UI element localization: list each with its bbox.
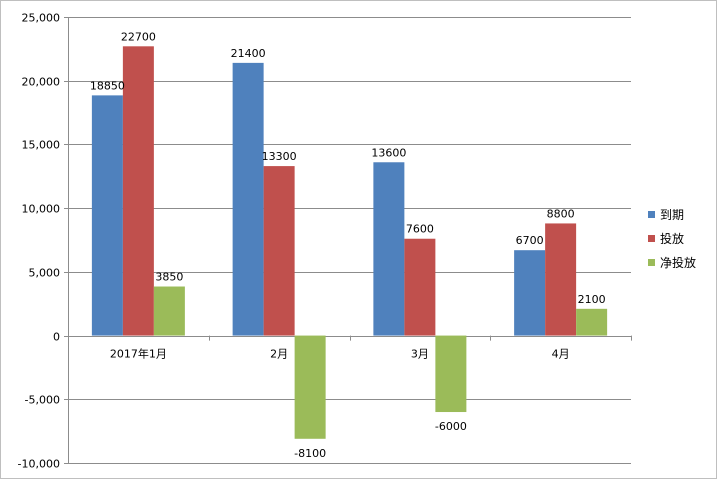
legend-label: 到期 — [660, 208, 684, 222]
legend-swatch-1 — [648, 211, 655, 218]
data-label: 21400 — [231, 47, 266, 60]
y-tick-label: 25,000 — [22, 12, 61, 25]
y-tick-label: 15,000 — [22, 139, 61, 152]
data-labels: 18850 21400 13600 6700 22700 13300 7600 8800 385… — [90, 30, 606, 459]
data-label: 6700 — [516, 234, 544, 247]
bar-3-1 — [153, 286, 185, 336]
legend-label: 投放 — [660, 231, 684, 246]
data-label: -8100 — [294, 447, 326, 460]
data-label: 7600 — [406, 223, 434, 236]
x-category-label: 3月 — [411, 348, 429, 361]
y-tick-label: 20,000 — [22, 76, 61, 89]
x-category-label: 2月 — [270, 348, 288, 361]
bar-1-1 — [91, 95, 123, 336]
data-label: 8800 — [547, 207, 575, 220]
bar-2-1 — [122, 46, 154, 336]
y-tick-label: 10,000 — [22, 203, 61, 216]
y-tick-label: 5,000 — [29, 267, 61, 280]
data-label: 3850 — [155, 271, 183, 284]
legend-swatch-3 — [648, 259, 655, 266]
y-tick-label: 0 — [53, 331, 60, 344]
legend-label: 净投放 — [660, 255, 696, 270]
y-tick-label: -5,000 — [25, 394, 60, 407]
bar-1-3 — [373, 162, 405, 336]
bar-1-2 — [232, 62, 264, 336]
data-label: 18850 — [90, 79, 125, 92]
bar-3-4 — [576, 308, 608, 336]
data-label: -6000 — [435, 420, 467, 433]
bar-3-3 — [435, 335, 467, 413]
data-label: 13600 — [371, 146, 406, 159]
data-label: 13300 — [262, 150, 297, 163]
y-tick-label: -10,000 — [18, 458, 60, 471]
x-category-label: 2017年1月 — [110, 347, 167, 361]
data-label: 2100 — [578, 293, 606, 306]
bar-3-2 — [294, 335, 326, 439]
bars — [91, 46, 608, 439]
bar-2-3 — [404, 238, 436, 336]
axes: -10,000 -5,000 0 5,000 10,000 15,000 20,000 25,… — [18, 12, 632, 471]
bar-2-2 — [263, 166, 295, 336]
x-category-label: 4月 — [552, 348, 570, 361]
bar-1-4 — [514, 250, 546, 336]
legend-swatch-2 — [648, 235, 655, 242]
bar-2-4 — [545, 223, 577, 336]
data-label: 22700 — [121, 30, 156, 43]
